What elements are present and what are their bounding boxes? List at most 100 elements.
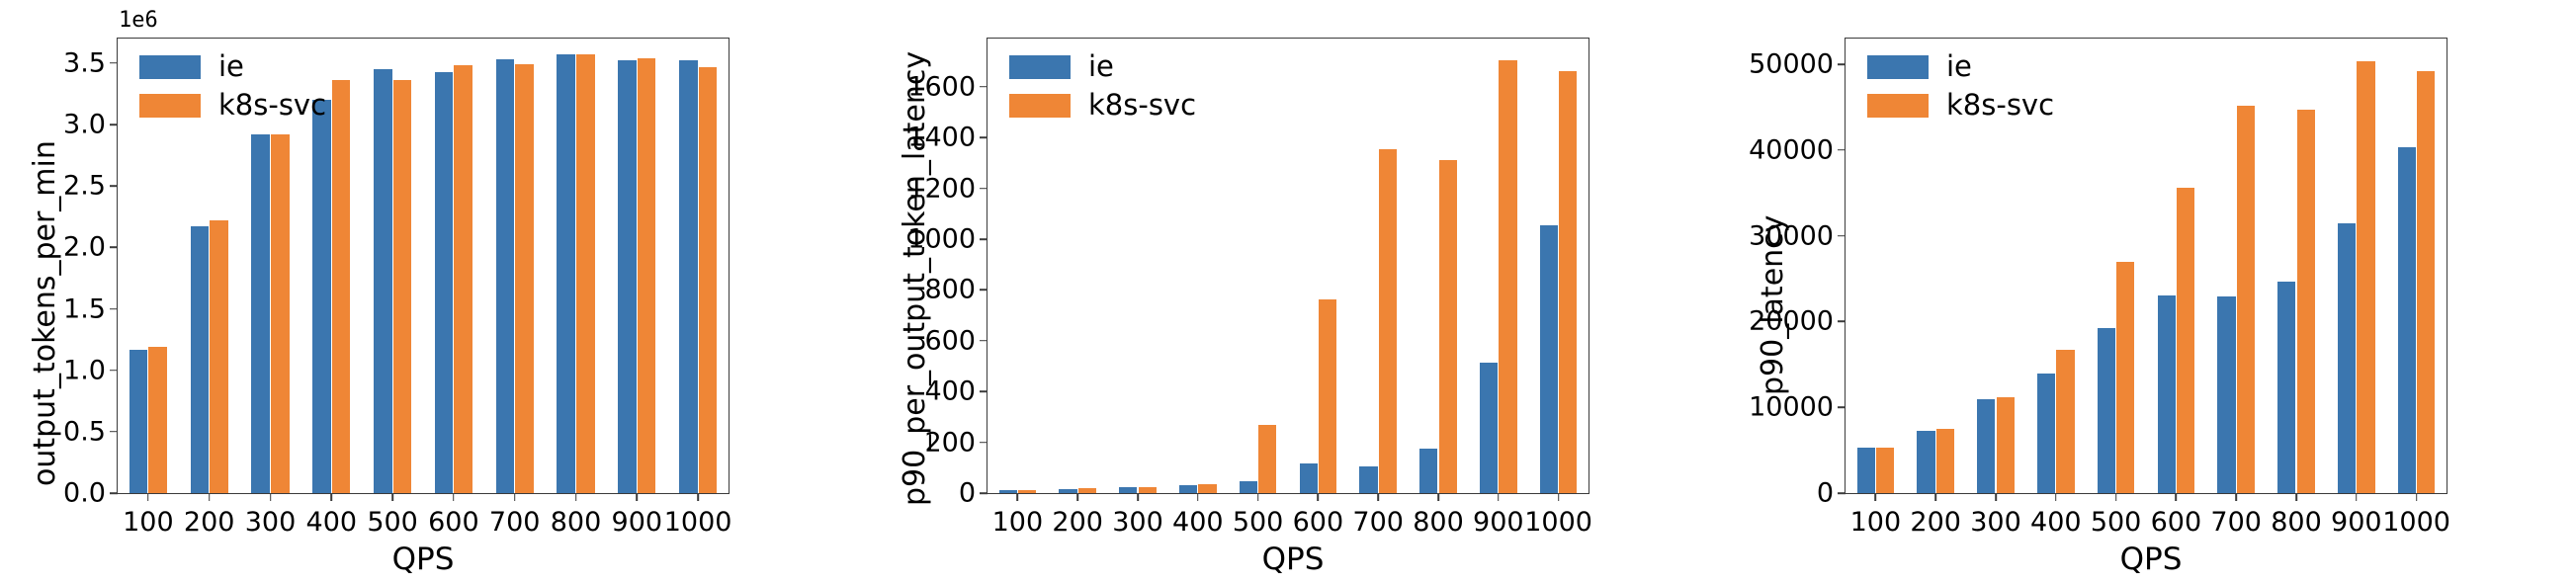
x-axis-tick-mark <box>269 493 272 501</box>
y-axis-tick-mark <box>1838 320 1846 323</box>
x-axis-tick-mark <box>1498 493 1500 501</box>
x-axis-tick-label: 600 <box>428 507 479 538</box>
x-axis-tick-label: 100 <box>123 507 174 538</box>
legend-label-ie: ie <box>1946 49 1972 83</box>
y-axis-tick-mark <box>980 340 987 342</box>
bar-k8s-svc-700 <box>1378 148 1397 493</box>
x-axis-tick-mark <box>1197 493 1199 501</box>
bar-ie-1000 <box>2397 147 2417 493</box>
x-axis-tick-mark <box>1377 493 1379 501</box>
bar-k8s-svc-500 <box>1258 425 1277 493</box>
x-axis-tick-mark <box>697 493 699 501</box>
bar-k8s-svc-100 <box>1875 447 1895 493</box>
bar-k8s-svc-300 <box>1138 486 1157 493</box>
chart-panel-p90-per-output-token-latency: p90_per_output_token_latency ie k8s-svc … <box>858 0 1716 585</box>
legend-label-k8s-svc: k8s-svc <box>1946 88 2055 122</box>
legend-swatch-ie <box>139 54 201 79</box>
bar-ie-700 <box>1359 466 1378 493</box>
bar-ie-600 <box>434 71 454 493</box>
y-axis-tick-label: 1400 <box>907 122 976 153</box>
y-axis-tick-mark <box>110 124 118 125</box>
bar-k8s-svc-500 <box>392 80 412 493</box>
legend-item-k8s-svc: k8s-svc <box>1867 91 2054 120</box>
x-axis-tick-mark <box>1016 493 1019 501</box>
y-axis-tick-mark <box>980 441 987 444</box>
bar-k8s-svc-200 <box>1935 429 1954 493</box>
x-axis-tick-mark <box>1076 493 1078 501</box>
x-axis-tick-mark <box>2175 493 2178 501</box>
y-axis-tick-mark <box>1838 63 1846 65</box>
y-axis-tick-label: 10000 <box>1749 391 1834 423</box>
bar-k8s-svc-900 <box>1499 60 1517 493</box>
x-axis-tick-label: 400 <box>305 507 358 538</box>
x-axis-tick-label: 500 <box>367 507 418 538</box>
x-axis-tick-mark <box>1874 493 1877 501</box>
x-axis-tick-label: 900 <box>2331 507 2382 538</box>
y-axis-tick-label: 1600 <box>907 71 976 103</box>
x-axis-tick-label: 400 <box>1172 507 1224 538</box>
bar-k8s-svc-400 <box>2056 350 2075 493</box>
x-axis-tick-label: 100 <box>1849 507 1902 538</box>
y-axis-tick-label: 30000 <box>1749 220 1834 252</box>
x-axis-tick-label: 300 <box>244 507 297 538</box>
y-axis-tick-label: 200 <box>924 427 976 459</box>
x-axis-label: QPS <box>391 542 455 577</box>
legend-item-ie: ie <box>1009 52 1196 81</box>
bar-k8s-svc-1000 <box>1559 71 1578 493</box>
legend-label-ie: ie <box>218 49 244 83</box>
axes-area: ie k8s-svc 0 200 400 600 800 1000 1200 1400 1600… <box>907 38 1592 538</box>
bar-ie-900 <box>2338 223 2357 493</box>
x-axis-tick-mark <box>2295 493 2297 501</box>
bar-k8s-svc-600 <box>1318 299 1337 493</box>
bar-k8s-svc-400 <box>1198 483 1217 493</box>
bar-ie-300 <box>1119 486 1138 493</box>
x-axis-tick-mark <box>574 493 577 501</box>
legend-item-ie: ie <box>1867 52 2054 81</box>
legend-swatch-k8s-svc <box>139 93 201 118</box>
y-axis-tick-label: 600 <box>924 325 976 357</box>
x-axis-tick-label: 600 <box>2150 507 2202 538</box>
bar-ie-200 <box>1059 488 1077 493</box>
bar-ie-300 <box>251 133 270 493</box>
x-axis-tick-label: 1000 <box>1524 507 1592 538</box>
legend-label-ie: ie <box>1088 49 1114 83</box>
x-axis-tick-label: 100 <box>991 507 1044 538</box>
y-axis-tick-label: 2.0 <box>63 231 106 263</box>
bar-ie-800 <box>557 54 575 493</box>
y-axis-tick-label: 20000 <box>1749 305 1834 337</box>
bar-ie-300 <box>1977 399 1996 493</box>
x-axis-tick-label: 200 <box>1052 507 1103 538</box>
x-axis-label: QPS <box>2119 542 2183 577</box>
x-axis-tick-mark <box>2415 493 2418 501</box>
legend: ie k8s-svc <box>1009 52 1196 120</box>
bar-k8s-svc-800 <box>2296 110 2315 493</box>
x-axis-tick-mark <box>147 493 149 501</box>
x-axis-tick-mark <box>1317 493 1320 501</box>
y-axis-tick-mark <box>110 185 118 187</box>
x-axis-tick-mark <box>2356 493 2358 501</box>
bar-ie-1000 <box>679 60 698 493</box>
legend-item-k8s-svc: k8s-svc <box>1009 91 1196 120</box>
bar-ie-100 <box>129 349 148 493</box>
x-axis-tick-mark <box>1934 493 1936 501</box>
y-axis-tick-label: 50000 <box>1749 48 1834 80</box>
x-axis-tick-mark <box>636 493 639 501</box>
chart-panel-output-tokens-per-min: 1e6 output_tokens_per_min ie k8s-svc 0.0… <box>0 0 858 585</box>
x-axis-tick-mark <box>1256 493 1259 501</box>
bar-ie-700 <box>495 59 515 493</box>
y-axis-tick-label: 0 <box>958 477 976 509</box>
x-axis-tick-label: 700 <box>1352 507 1404 538</box>
y-axis-tick-mark <box>1838 234 1846 237</box>
legend: ie k8s-svc <box>1867 52 2054 120</box>
bar-k8s-svc-600 <box>454 65 472 493</box>
x-axis-label: QPS <box>1261 542 1325 577</box>
bar-k8s-svc-1000 <box>2417 70 2436 493</box>
y-axis-offset-text: 1e6 <box>119 8 158 33</box>
bar-ie-500 <box>2097 328 2116 493</box>
bar-ie-400 <box>2037 373 2056 493</box>
x-axis-tick-label: 200 <box>183 507 235 538</box>
legend-swatch-k8s-svc <box>1867 93 1929 118</box>
x-axis-tick-label: 1000 <box>663 507 732 538</box>
x-axis-tick-label: 1000 <box>2382 507 2450 538</box>
